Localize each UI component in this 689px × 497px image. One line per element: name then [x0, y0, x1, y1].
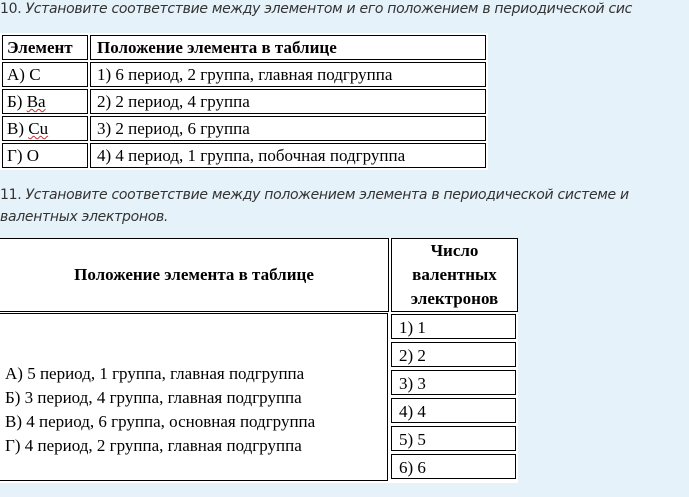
valence-option: 1) 1	[391, 314, 516, 339]
header-valence: Число валентных электронов	[391, 238, 518, 312]
element-cell: А) C	[2, 62, 88, 87]
header-position: Положение элемента в таблице	[90, 35, 486, 60]
table-row: Б) Ba 2) 2 период, 4 группа	[2, 89, 486, 114]
label: А)	[7, 65, 30, 84]
question-11: 11. Установите соответствие между положе…	[0, 187, 629, 203]
valence-option: 5) 5	[391, 426, 516, 451]
symbol: Cu	[28, 119, 49, 138]
position-cell: 1) 6 период, 2 группа, главная подгруппа	[90, 62, 486, 87]
label: В)	[7, 119, 29, 138]
list-item: А) 5 период, 1 группа, главная подгруппа	[5, 364, 305, 383]
valence-option: 6) 6	[391, 454, 516, 479]
symbol: Ba	[26, 92, 46, 111]
valence-option: 3) 3	[391, 370, 516, 395]
position-cell: 3) 2 период, 6 группа	[90, 116, 486, 141]
question-text: Установите соответствие между положением…	[25, 187, 630, 203]
question-number: 10.	[0, 1, 22, 17]
position-cell: 2) 2 период, 4 группа	[90, 89, 486, 114]
label: Б)	[7, 92, 27, 111]
element-cell: Б) Ba	[2, 89, 88, 114]
list-item: Б) 3 период, 4 группа, главная подгруппа	[5, 388, 302, 407]
element-cell: Г) O	[2, 143, 88, 168]
list-item: В) 4 период, 6 группа, основная подгрупп…	[5, 412, 316, 431]
question-10: 10. Установите соответствие между элемен…	[0, 1, 632, 17]
header-line: Число	[430, 241, 479, 260]
list-item: Г) 4 период, 2 группа, главная подгруппа	[5, 436, 302, 455]
question-text: Установите соответствие между элементом …	[25, 1, 633, 17]
header-line: валентных	[412, 265, 497, 284]
question-text-line2: валентных электронов.	[0, 209, 169, 225]
element-table: Элемент Положение элемента в таблице А) C…	[0, 33, 488, 170]
table-row: В) Cu 3) 2 период, 6 группа	[2, 116, 486, 141]
header-line: электронов	[410, 289, 499, 308]
table-row: А) C 1) 6 период, 2 группа, главная подгр…	[2, 62, 486, 87]
table-row: Г) O 4) 4 период, 1 группа, побочная подг…	[2, 143, 486, 168]
valence-option: 2) 2	[391, 342, 516, 367]
valence-option: 4) 4	[391, 398, 516, 423]
position-list: А) 5 период, 1 группа, главная подгруппа…	[0, 313, 388, 481]
header-element: Элемент	[2, 35, 88, 60]
table-header-row: Элемент Положение элемента в таблице	[2, 35, 486, 60]
symbol: O	[26, 146, 40, 165]
question-number: 11.	[0, 187, 22, 203]
symbol: C	[29, 65, 41, 84]
position-cell: 4) 4 период, 1 группа, побочная подгрупп…	[90, 143, 486, 168]
label: Г)	[7, 146, 27, 165]
header-position: Положение элемента в таблице	[0, 238, 389, 312]
element-cell: В) Cu	[2, 116, 88, 141]
valence-table: Положение элемента в таблице Число валент…	[0, 238, 518, 483]
